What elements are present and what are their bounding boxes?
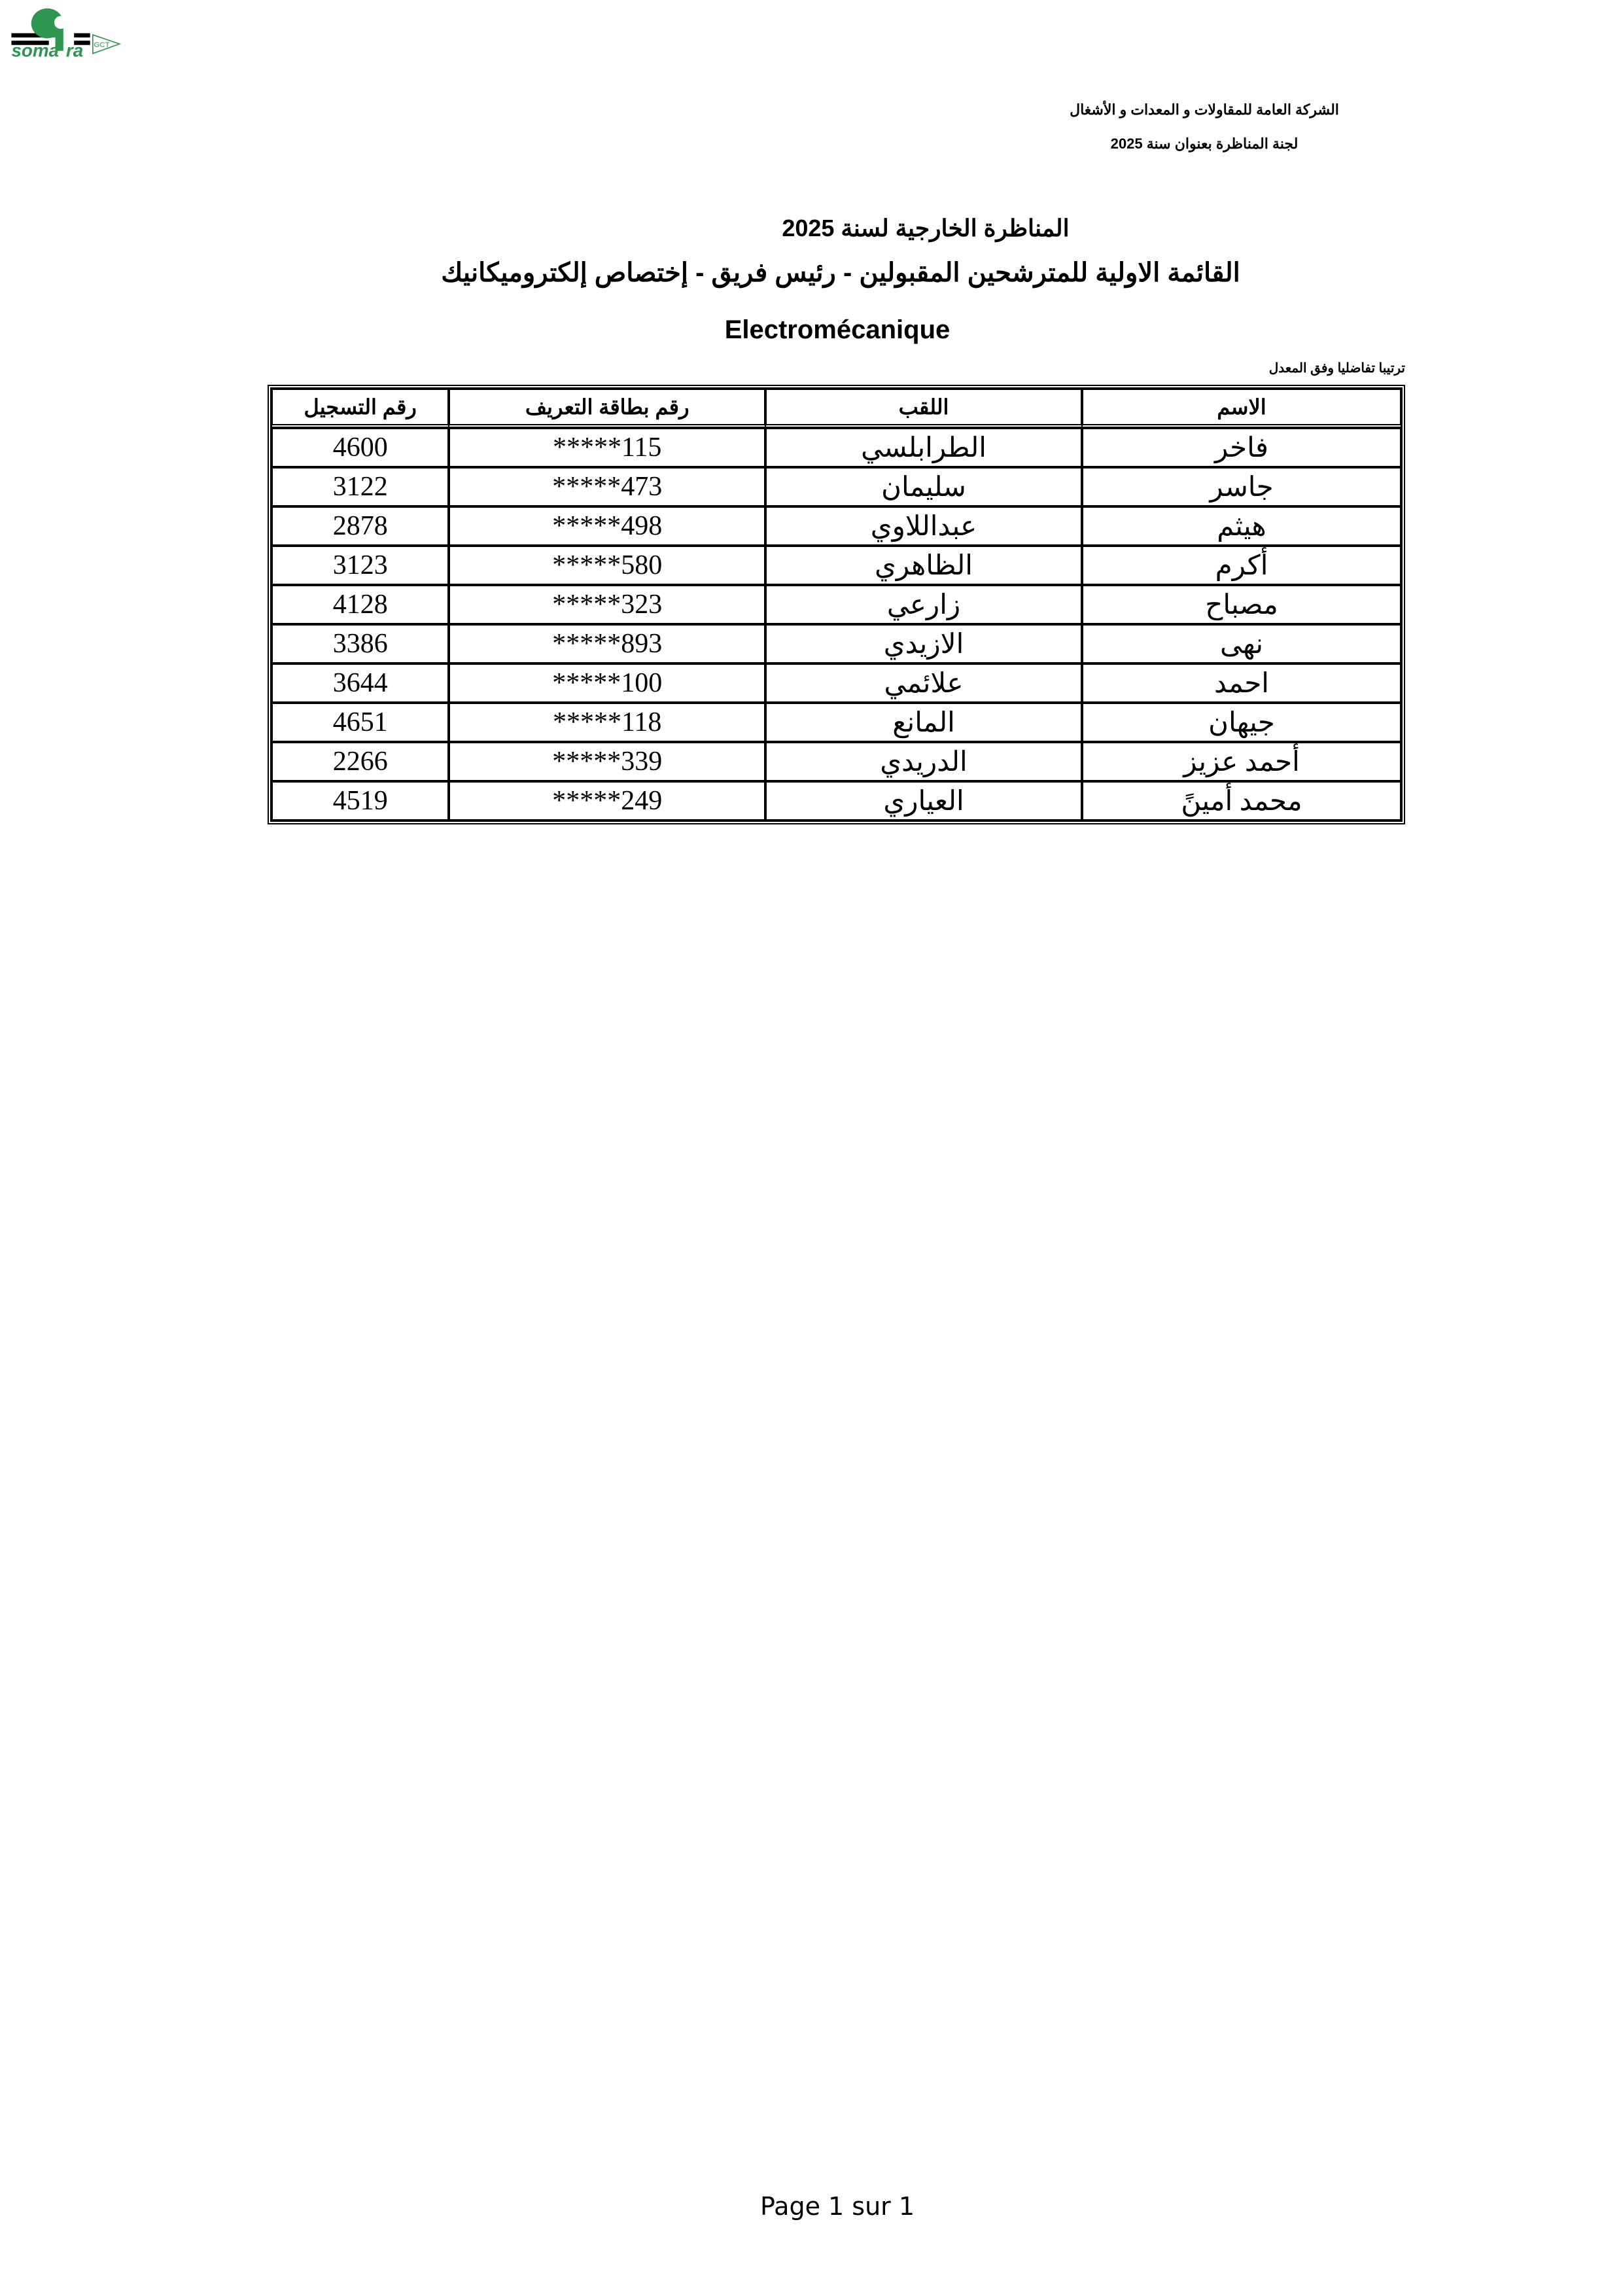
table-row: جاسر سليمان *****473 3122	[271, 467, 1401, 506]
cell-registration-number: 4600	[271, 428, 449, 467]
cell-id-card: *****100	[449, 663, 766, 703]
cell-first-name: نهى	[1081, 624, 1401, 663]
cell-registration-number: 4651	[271, 703, 449, 742]
cell-registration-number: 4128	[271, 585, 449, 624]
title-line1: المناظرة الخارجية لسنة 2025	[782, 215, 1070, 241]
table-row: احمد علائمي *****100 3644	[271, 663, 1401, 703]
table-row: مصباح زارعي *****323 4128	[271, 585, 1401, 624]
cell-registration-number: 3386	[271, 624, 449, 663]
candidates-table: الاسم اللقب رقم بطاقة التعريف رقم التسجي…	[268, 385, 1405, 824]
cell-last-name: الطرابلسي	[765, 428, 1082, 467]
table-row: أكرم الظاهري *****580 3123	[271, 546, 1401, 585]
cell-id-card: *****115	[449, 428, 766, 467]
cell-id-card: *****323	[449, 585, 766, 624]
header-registration: رقم التسجيل	[271, 389, 449, 428]
cell-registration-number: 2266	[271, 742, 449, 781]
cell-registration-number: 3644	[271, 663, 449, 703]
svg-text:ra: ra	[66, 41, 83, 59]
cell-last-name: الدريدي	[765, 742, 1082, 781]
cell-registration-number: 3122	[271, 467, 449, 506]
cell-registration-number: 3123	[271, 546, 449, 585]
company-name: الشركة العامة للمقاولات و المعدات و الأش…	[1070, 101, 1339, 118]
table-row: هيثم عبداللاوي *****498 2878	[271, 506, 1401, 546]
cell-last-name: عبداللاوي	[765, 506, 1082, 546]
cell-first-name: جيهان	[1081, 703, 1401, 742]
table-header-row: الاسم اللقب رقم بطاقة التعريف رقم التسجي…	[271, 389, 1401, 428]
somatra-logo: soma ra GCT	[11, 8, 122, 61]
cell-first-name: محمد أمينً	[1081, 781, 1401, 821]
cell-first-name: جاسر	[1081, 467, 1401, 506]
header-id-card: رقم بطاقة التعريف	[449, 389, 766, 428]
cell-registration-number: 2878	[271, 506, 449, 546]
table-row: أحمد عزيز الدريدي *****339 2266	[271, 742, 1401, 781]
ranking-note: ترتيبا تفاضليا وفق المعدل	[1268, 361, 1405, 376]
cell-last-name: علائمي	[765, 663, 1082, 703]
header-first-name: الاسم	[1081, 389, 1401, 428]
table-row: محمد أمينً العياري *****249 4519	[271, 781, 1401, 821]
cell-id-card: *****118	[449, 703, 766, 742]
cell-last-name: الظاهري	[765, 546, 1082, 585]
cell-first-name: فاخر	[1081, 428, 1401, 467]
cell-registration-number: 4519	[271, 781, 449, 821]
cell-id-card: *****473	[449, 467, 766, 506]
svg-text:soma: soma	[11, 41, 59, 59]
table-row: فاخر الطرابلسي *****115 4600	[271, 428, 1401, 467]
cell-last-name: المانع	[765, 703, 1082, 742]
cell-first-name: أكرم	[1081, 546, 1401, 585]
cell-id-card: *****249	[449, 781, 766, 821]
cell-id-card: *****893	[449, 624, 766, 663]
cell-last-name: الازيدي	[765, 624, 1082, 663]
cell-id-card: *****498	[449, 506, 766, 546]
cell-last-name: سليمان	[765, 467, 1082, 506]
cell-first-name: احمد	[1081, 663, 1401, 703]
cell-first-name: مصباح	[1081, 585, 1401, 624]
cell-first-name: أحمد عزيز	[1081, 742, 1401, 781]
svg-text:GCT: GCT	[94, 41, 109, 49]
title-line3: Electromécanique	[724, 315, 951, 344]
title-line2: القائمة الاولية للمترشحين المقبولين - رئ…	[441, 258, 1240, 287]
committee-name: لجنة المناظرة بعنوان سنة 2025	[1110, 135, 1299, 152]
table-row: نهى الازيدي *****893 3386	[271, 624, 1401, 663]
table-row: جيهان المانع *****118 4651	[271, 703, 1401, 742]
page-number: Page 1 sur 1	[759, 2192, 915, 2221]
cell-first-name: هيثم	[1081, 506, 1401, 546]
header-last-name: اللقب	[765, 389, 1082, 428]
cell-id-card: *****339	[449, 742, 766, 781]
cell-last-name: العياري	[765, 781, 1082, 821]
cell-id-card: *****580	[449, 546, 766, 585]
cell-last-name: زارعي	[765, 585, 1082, 624]
